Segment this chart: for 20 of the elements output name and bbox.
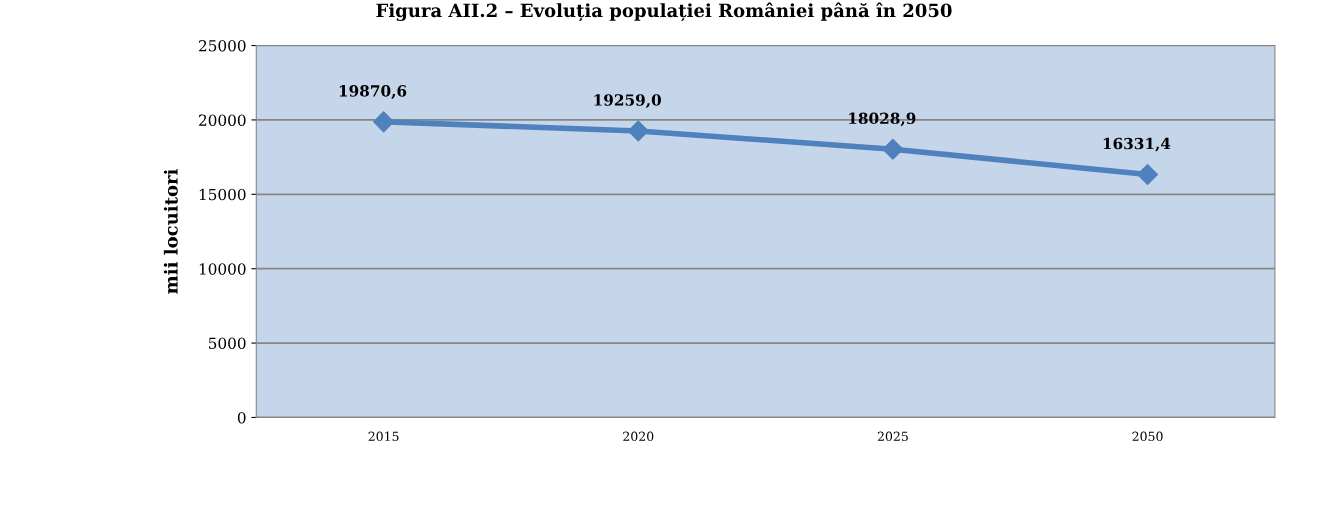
chart-title: Figura AII.2 – Evoluția populației României până în 2050 (376, 2, 952, 22)
y-tick-label: 15000 (199, 188, 246, 201)
data-label: 19259,0 (594, 94, 661, 109)
x-tick-label: 2050 (1132, 431, 1163, 442)
point (373, 111, 395, 133)
x-tick-label: 2020 (623, 431, 654, 442)
y-tick-label: 5000 (209, 337, 246, 350)
data-label: 18028,9 (849, 112, 916, 127)
y-tick-label: 10000 (199, 263, 246, 275)
point (627, 120, 649, 142)
y-axis-title: mii locuitori (163, 169, 178, 294)
x-tick-label: 2025 (877, 431, 908, 442)
y-tick-label: 20000 (199, 114, 246, 126)
data-label: 19870,6 (339, 85, 407, 99)
data-label: 16331,4 (1103, 137, 1171, 152)
y-tick-label: 0 (237, 411, 246, 424)
point (882, 138, 904, 160)
point (1137, 163, 1159, 186)
y-tick-label: 25000 (199, 40, 246, 52)
x-tick-label: 2015 (368, 431, 399, 442)
